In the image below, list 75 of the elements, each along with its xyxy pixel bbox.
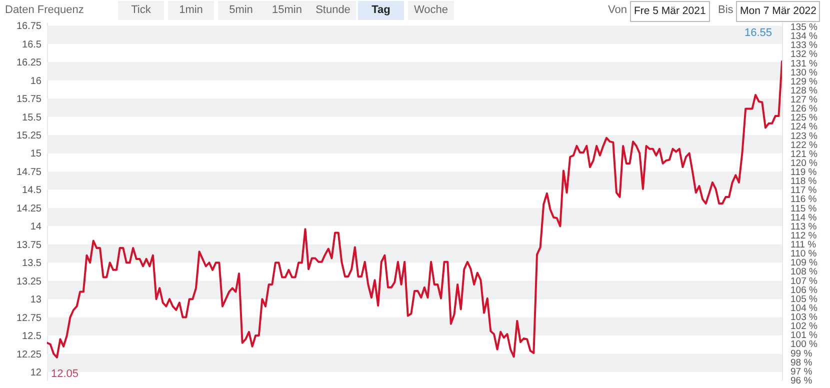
y2-tick-label: 115 % bbox=[790, 203, 818, 214]
text: 1min bbox=[168, 1, 214, 20]
y2-tick-label: 134 % bbox=[790, 31, 818, 42]
y-tick-label: 12.75 bbox=[16, 312, 42, 324]
y2-tick-label: 102 % bbox=[790, 321, 818, 332]
y2-tick-label: 107 % bbox=[790, 276, 818, 287]
y-tick-label: 16.25 bbox=[16, 58, 42, 69]
y2-tick-label: 112 % bbox=[790, 230, 818, 242]
y2-tick-label: 124 % bbox=[790, 122, 818, 133]
y2-tick-label: 130 % bbox=[790, 67, 818, 78]
y2-tick-label: 103 % bbox=[790, 312, 818, 324]
y2-tick-label: 126 % bbox=[790, 104, 818, 115]
y2-tick-label: 111 % bbox=[790, 240, 817, 251]
y-tick-label: 15.25 bbox=[16, 130, 42, 142]
y-tick-label: 13.25 bbox=[16, 276, 42, 288]
y-tick-label: 12 bbox=[30, 367, 42, 378]
y-tick-label: 14.5 bbox=[22, 185, 42, 196]
y2-tick-label: 118 % bbox=[790, 176, 818, 188]
y-tick-label: 16.75 bbox=[16, 21, 42, 32]
text: Fre 5 Mär 2021 bbox=[630, 1, 710, 22]
y2-tick-label: 131 % bbox=[790, 58, 818, 70]
y-tick-label: 13 bbox=[30, 294, 42, 306]
y2-tick-label: 129 % bbox=[790, 76, 818, 88]
y2-tick-label: 123 % bbox=[790, 130, 818, 142]
text: Daten Frequenz bbox=[5, 3, 84, 18]
y-tick-label: 13.75 bbox=[16, 240, 42, 251]
y-tick-label: 15 bbox=[30, 148, 42, 160]
text: Mon 7 Mär 2022 bbox=[736, 1, 820, 22]
y-tick-label: 14.25 bbox=[16, 203, 42, 214]
y-tick-label: 16 bbox=[30, 76, 42, 87]
y2-tick-label: 133 % bbox=[790, 40, 818, 52]
text: Woche bbox=[408, 1, 454, 20]
y2-tick-label: 125 % bbox=[790, 112, 818, 124]
y2-tick-label: 128 % bbox=[790, 85, 818, 96]
y2-tick-label: 110 % bbox=[790, 248, 818, 260]
text: 15min bbox=[264, 1, 310, 20]
y2-tick-label: 120 % bbox=[790, 158, 818, 169]
y2-tick-label: 106 % bbox=[790, 284, 818, 296]
y2-tick-label: 116 % bbox=[790, 194, 818, 206]
y2-tick-label: 114 % bbox=[790, 212, 818, 224]
y-tick-label: 14.75 bbox=[16, 166, 42, 178]
text: Stunde bbox=[310, 1, 356, 20]
text: Tag bbox=[358, 1, 404, 20]
y2-tick-label: 135 % bbox=[790, 22, 818, 34]
y2-tick-label: 104 % bbox=[790, 302, 818, 314]
y2-tick-label: 113 % bbox=[790, 221, 818, 232]
y2-tick-label: 100 % bbox=[790, 339, 818, 350]
y2-tick-label: 119 % bbox=[790, 167, 818, 178]
y-tick-label: 12.5 bbox=[22, 331, 42, 342]
y2-tick-label: 105 % bbox=[790, 294, 818, 305]
y-tick-label: 16.5 bbox=[22, 39, 42, 50]
y2-tick-label: 109 % bbox=[790, 258, 818, 269]
y2-tick-label: 117 % bbox=[790, 185, 818, 196]
y2-tick-label: 96 % bbox=[790, 376, 813, 386]
y-tick-label: 15.75 bbox=[16, 94, 42, 106]
y-tick-label: 14 bbox=[30, 222, 42, 233]
text: Tick bbox=[118, 1, 164, 20]
y2-tick-label: 122 % bbox=[790, 140, 818, 151]
y2-tick-label: 99 % bbox=[790, 348, 813, 360]
y2-tick-label: 132 % bbox=[790, 49, 818, 60]
y2-tick-label: 127 % bbox=[790, 94, 818, 106]
y2-tick-label: 121 % bbox=[790, 148, 818, 160]
text: 5min bbox=[218, 1, 264, 20]
y2-tick-label: 108 % bbox=[790, 266, 818, 278]
y2-tick-label: 97 % bbox=[790, 366, 813, 378]
text: Von bbox=[608, 3, 627, 18]
y-tick-label: 13.5 bbox=[22, 258, 42, 270]
text: Bis bbox=[718, 3, 734, 18]
line-series bbox=[47, 60, 782, 358]
y-tick-label: 12.25 bbox=[16, 349, 42, 360]
y2-tick-label: 98 % bbox=[790, 357, 813, 368]
annotation: 16.55 bbox=[744, 27, 772, 39]
annotation: 12.05 bbox=[51, 368, 79, 380]
y-tick-label: 15.5 bbox=[22, 112, 42, 124]
y2-tick-label: 101 % bbox=[790, 330, 818, 342]
